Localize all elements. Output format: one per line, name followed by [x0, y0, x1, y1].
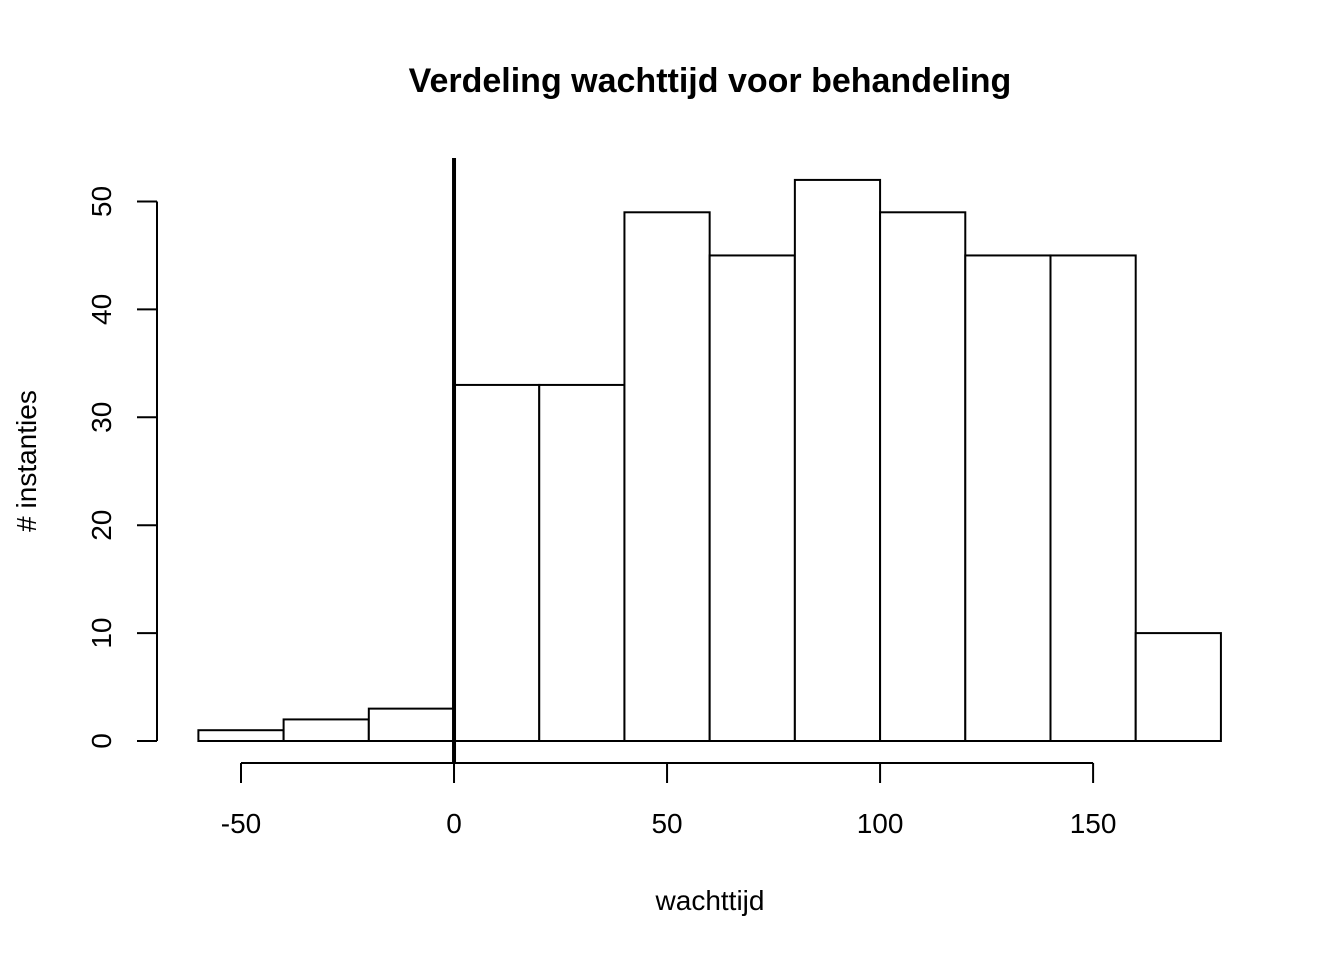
x-axis: -50 0 50 100 150 [221, 762, 1117, 839]
histogram-bar-1 [282, 718, 370, 742]
y-tick-label-3: 30 [86, 402, 117, 433]
histogram-bar-0 [197, 729, 285, 743]
y-tick-label-4: 40 [86, 294, 117, 325]
y-tick-label-5: 50 [86, 186, 117, 217]
histogram-bar-10 [1049, 254, 1137, 742]
histogram-bar-5 [623, 211, 711, 743]
histogram-bar-9 [964, 254, 1052, 742]
histogram-bar-11 [1134, 632, 1222, 742]
chart-title: Verdeling wachttijd voor behandeling [409, 62, 1012, 100]
x-tick-label-0: -50 [221, 808, 261, 839]
histogram-bar-7 [793, 178, 882, 743]
histogram-bar-6 [708, 254, 796, 742]
y-tick-label-2: 20 [86, 510, 117, 541]
x-tick-label-4: 150 [1070, 808, 1117, 839]
histogram-bar-2 [367, 707, 456, 743]
histogram-bar-4 [538, 383, 626, 742]
x-tick-label-3: 100 [857, 808, 904, 839]
y-axis: 0 10 20 30 40 50 [86, 186, 158, 749]
y-axis-label: # instanties [11, 390, 42, 532]
y-tick-label-0: 0 [86, 733, 117, 749]
x-tick-label-2: 50 [651, 808, 682, 839]
x-tick-label-1: 0 [446, 808, 462, 839]
histogram-bar-8 [879, 211, 967, 743]
histogram-bar-3 [453, 383, 541, 742]
y-tick-label-1: 10 [86, 618, 117, 649]
histogram-bars [197, 178, 1222, 743]
x-axis-label: wachttijd [655, 885, 765, 916]
